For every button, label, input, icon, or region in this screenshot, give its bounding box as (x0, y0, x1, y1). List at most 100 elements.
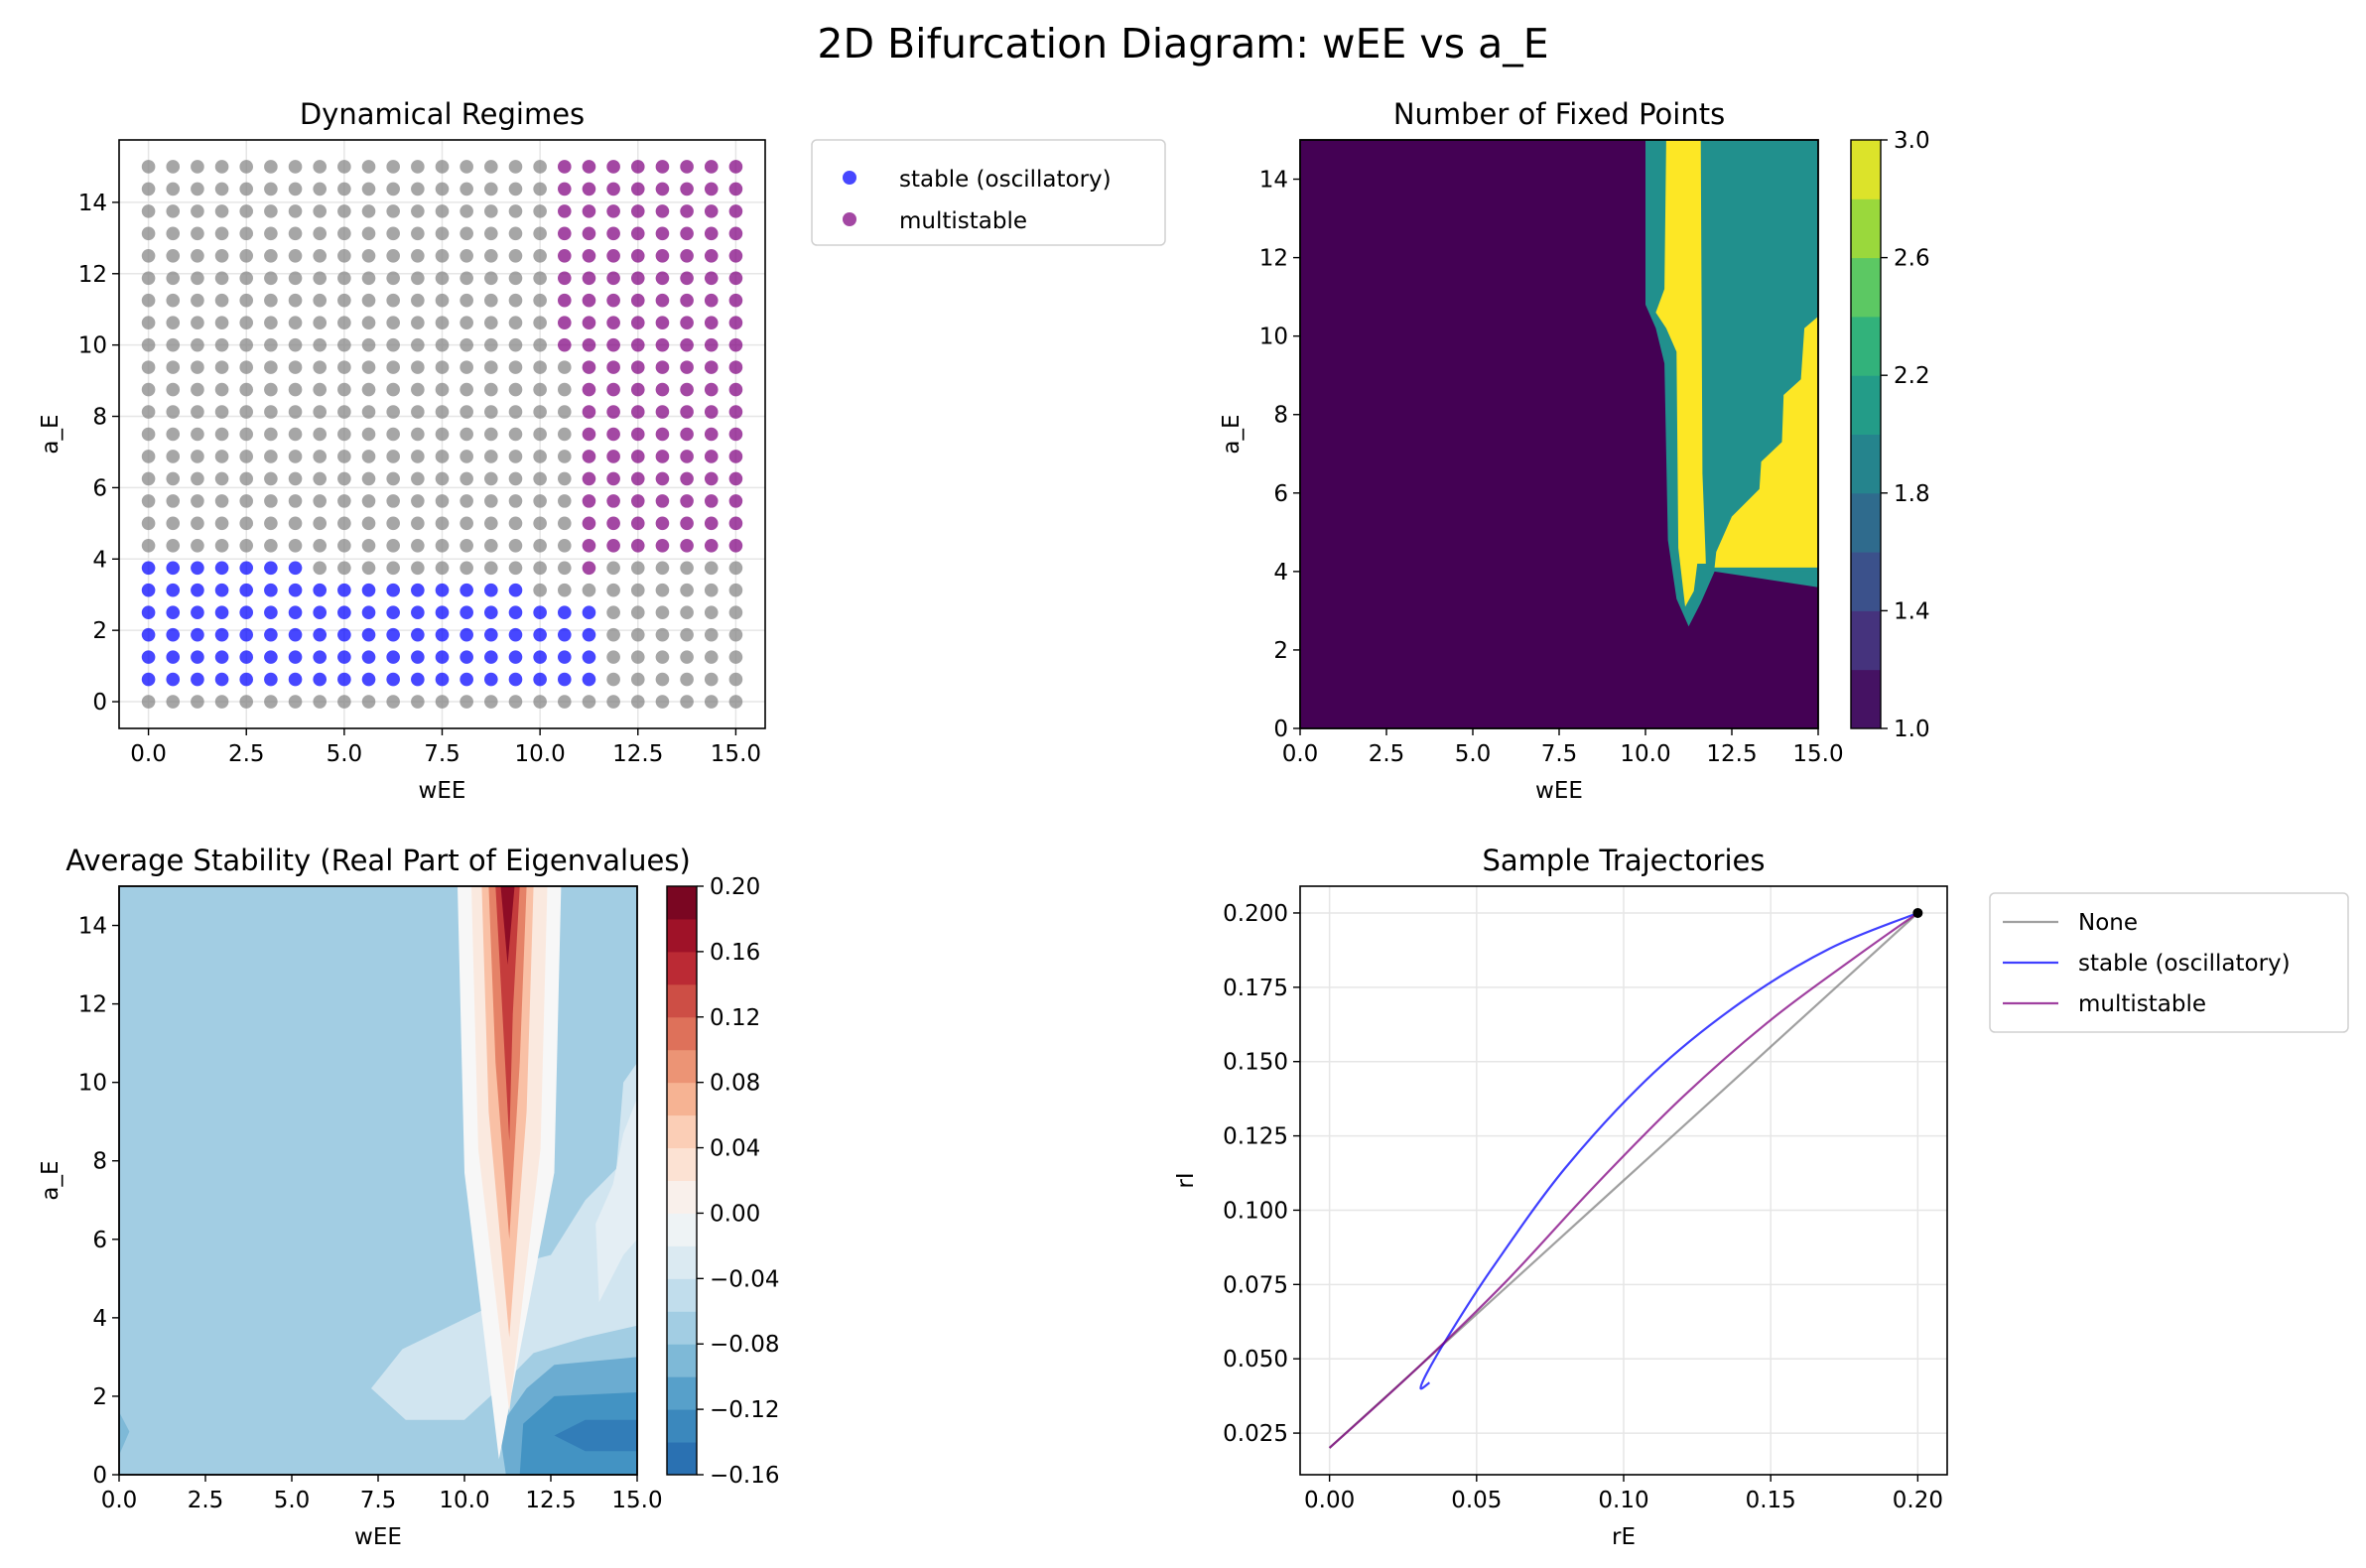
x-tick-label: 7.5 (424, 741, 460, 767)
region-yellow-wedge (1714, 316, 1818, 568)
regime-point-none (141, 427, 156, 442)
regime-point-none (166, 337, 181, 352)
regime-point-none (460, 450, 473, 463)
regime-point-stable (191, 650, 204, 664)
regime-point-none (214, 182, 229, 196)
regime-point-none (484, 494, 498, 508)
regime-point-none (191, 405, 204, 419)
regime-point-none (460, 337, 473, 352)
regime-point-multistable (728, 539, 743, 553)
colorbar-band (1851, 257, 1881, 318)
regime-point-none (655, 650, 670, 664)
regime-point-none (460, 539, 473, 553)
regime-point-none (411, 516, 425, 531)
regime-point-none (508, 271, 523, 286)
regime-point-none (214, 293, 229, 308)
regime-point-none (460, 271, 473, 286)
regime-point-none (361, 337, 376, 352)
regime-point-none (214, 405, 229, 419)
regime-point-stable (239, 605, 254, 619)
regime-point-none (191, 494, 204, 508)
regime-point-none (704, 561, 719, 576)
regime-point-none (288, 471, 303, 486)
regime-point-none (166, 695, 181, 709)
regime-point-none (337, 249, 351, 263)
regime-point-none (264, 360, 278, 374)
regime-point-none (508, 337, 523, 352)
regime-point-none (508, 405, 523, 419)
regime-point-multistable (582, 427, 596, 442)
regime-point-none (313, 249, 328, 263)
regime-point-stable (435, 605, 450, 619)
regime-point-multistable (680, 382, 694, 397)
regime-point-none (361, 360, 376, 374)
y-tick-label: 0.100 (1223, 1198, 1288, 1224)
y-tick-label: 0 (92, 690, 107, 716)
regime-point-none (386, 160, 400, 174)
regime-point-stable (582, 627, 596, 642)
x-tick-label: 12.5 (612, 741, 663, 767)
regime-point-multistable (630, 405, 645, 419)
regime-point-multistable (728, 337, 743, 352)
axes-title: Dynamical Regimes (300, 97, 585, 131)
regime-point-multistable (630, 337, 645, 352)
regime-point-stable (166, 672, 181, 687)
regime-point-none (460, 427, 473, 442)
regime-point-none (337, 182, 351, 196)
regime-point-none (704, 627, 719, 642)
regime-point-none (533, 695, 547, 709)
regime-point-none (484, 539, 498, 553)
regime-point-none (484, 182, 498, 196)
regime-point-multistable (630, 226, 645, 241)
regime-point-stable (386, 627, 400, 642)
regime-point-none (191, 539, 204, 553)
regime-point-multistable (728, 427, 743, 442)
regime-point-multistable (606, 160, 620, 174)
regime-point-none (582, 583, 596, 597)
regime-point-none (533, 471, 547, 486)
regime-point-none (630, 605, 645, 619)
regime-point-multistable (704, 271, 719, 286)
regime-point-multistable (704, 539, 719, 553)
regime-point-multistable (557, 316, 572, 329)
trajectory-multistable (1328, 912, 1919, 1449)
regime-point-none (435, 382, 450, 397)
regime-point-none (411, 695, 425, 709)
regime-point-none (411, 382, 425, 397)
regime-point-none (313, 360, 328, 374)
regime-point-none (141, 337, 156, 352)
regime-point-none (361, 293, 376, 308)
colorbar-tick-label: 0.08 (710, 1071, 760, 1097)
regime-point-none (435, 337, 450, 352)
regime-point-none (704, 583, 719, 597)
trajectory-stable (1419, 911, 1918, 1390)
regime-point-stable (484, 672, 498, 687)
regime-point-multistable (728, 182, 743, 196)
regime-point-none (484, 226, 498, 241)
figure-title: 2D Bifurcation Diagram: wEE vs a_E (817, 20, 1549, 67)
regime-point-multistable (606, 382, 620, 397)
regime-point-none (460, 293, 473, 308)
regime-point-none (191, 160, 204, 174)
regime-point-none (557, 583, 572, 597)
regime-point-none (313, 695, 328, 709)
regime-point-multistable (630, 316, 645, 329)
start-point-marker (1912, 907, 1923, 918)
regime-point-none (508, 204, 523, 218)
regime-point-none (166, 360, 181, 374)
regime-point-multistable (630, 471, 645, 486)
regime-point-none (728, 650, 743, 664)
regime-point-none (435, 427, 450, 442)
regime-point-multistable (728, 226, 743, 241)
regime-point-stable (435, 583, 450, 597)
regime-point-none (411, 226, 425, 241)
regime-point-multistable (606, 293, 620, 308)
colorbar-band (667, 1245, 697, 1279)
regime-point-none (386, 516, 400, 531)
regime-point-none (141, 160, 156, 174)
regime-point-multistable (582, 405, 596, 419)
regime-point-none (141, 204, 156, 218)
regime-point-none (680, 561, 694, 576)
regime-point-multistable (704, 316, 719, 329)
regime-point-multistable (582, 204, 596, 218)
